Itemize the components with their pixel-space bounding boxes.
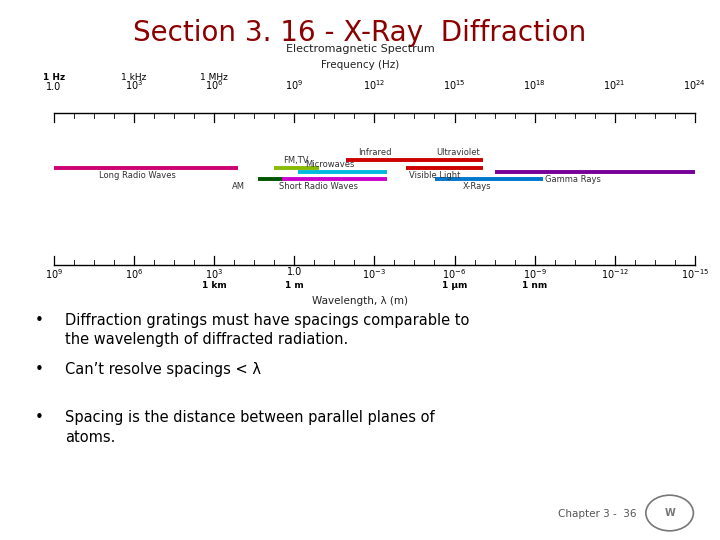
- Text: $10^{-9}$: $10^{-9}$: [523, 267, 546, 281]
- Text: $10^9$: $10^9$: [285, 78, 303, 92]
- Text: $10^6$: $10^6$: [205, 78, 223, 92]
- Text: $10^{12}$: $10^{12}$: [363, 78, 386, 92]
- Text: Short Radio Waves: Short Radio Waves: [279, 182, 358, 191]
- Text: Electromagnetic Spectrum: Electromagnetic Spectrum: [286, 44, 434, 54]
- Text: $10^9$: $10^9$: [45, 267, 63, 281]
- Text: W: W: [665, 508, 675, 518]
- Text: Frequency (Hz): Frequency (Hz): [321, 60, 399, 70]
- Text: Gamma Rays: Gamma Rays: [545, 174, 601, 184]
- Text: $10^6$: $10^6$: [125, 267, 143, 281]
- Text: •: •: [35, 313, 44, 328]
- Text: 1 Hz: 1 Hz: [43, 72, 65, 82]
- Text: Diffraction gratings must have spacings comparable to
the wavelength of diffract: Diffraction gratings must have spacings …: [65, 313, 469, 347]
- Text: Visible Light: Visible Light: [409, 171, 460, 180]
- Text: $10^{18}$: $10^{18}$: [523, 78, 546, 92]
- Text: 1 km: 1 km: [202, 281, 227, 290]
- Text: Spacing is the distance between parallel planes of
atoms.: Spacing is the distance between parallel…: [65, 410, 434, 444]
- Text: 1 kHz: 1 kHz: [122, 72, 147, 82]
- Text: $10^3$: $10^3$: [125, 78, 143, 92]
- Text: $10^{21}$: $10^{21}$: [603, 78, 626, 92]
- Text: 1 MHz: 1 MHz: [200, 72, 228, 82]
- Text: $10^{-3}$: $10^{-3}$: [362, 267, 387, 281]
- Text: 1 μm: 1 μm: [442, 281, 467, 290]
- Text: $10^3$: $10^3$: [205, 267, 223, 281]
- Text: $10^{24}$: $10^{24}$: [683, 78, 706, 92]
- Text: FM,TV: FM,TV: [284, 156, 309, 165]
- Text: $10^{15}$: $10^{15}$: [444, 78, 466, 92]
- Text: Microwaves: Microwaves: [305, 160, 354, 169]
- Text: $10^{-6}$: $10^{-6}$: [442, 267, 467, 281]
- Text: 1 m: 1 m: [285, 281, 304, 290]
- Text: 1.0: 1.0: [46, 82, 62, 92]
- Text: Long Radio Waves: Long Radio Waves: [99, 171, 176, 180]
- Text: Infrared: Infrared: [358, 148, 391, 157]
- Text: Chapter 3 -  36: Chapter 3 - 36: [558, 509, 636, 519]
- Text: X-Rays: X-Rays: [463, 182, 491, 191]
- Text: Can’t resolve spacings < λ: Can’t resolve spacings < λ: [65, 362, 261, 377]
- Text: Section 3. 16 - X-Ray  Diffraction: Section 3. 16 - X-Ray Diffraction: [133, 19, 587, 47]
- Text: $10^{-15}$: $10^{-15}$: [680, 267, 709, 281]
- Text: •: •: [35, 410, 44, 426]
- Text: $10^{-12}$: $10^{-12}$: [600, 267, 629, 281]
- Text: Ultraviolet: Ultraviolet: [436, 148, 480, 157]
- Text: 1 nm: 1 nm: [522, 281, 547, 290]
- Text: •: •: [35, 362, 44, 377]
- Text: Wavelength, λ (m): Wavelength, λ (m): [312, 296, 408, 306]
- Text: AM: AM: [232, 182, 245, 191]
- Text: 1.0: 1.0: [287, 267, 302, 277]
